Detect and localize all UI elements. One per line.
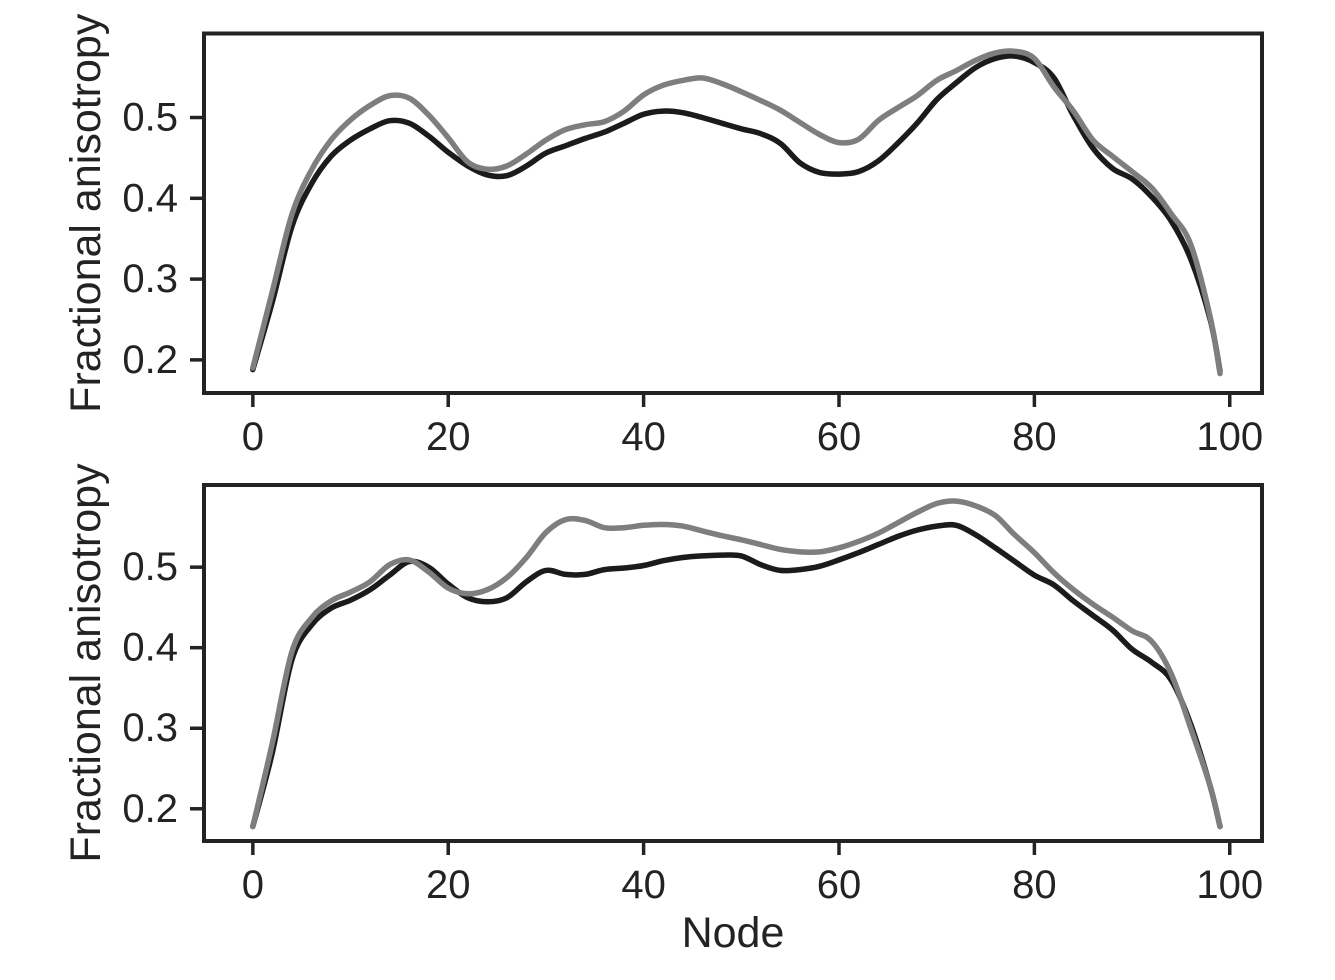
y-tick-label: 0.5 xyxy=(122,545,178,589)
axes-frame xyxy=(202,483,1264,843)
y-tick-label: 0.5 xyxy=(122,96,178,140)
top-panel: 0 20 40 60 80 100 0.2 0.3 0.4 0.5 Fractional aniso… xyxy=(62,13,1264,459)
y-tick-label: 0.2 xyxy=(122,338,178,382)
axes-frame xyxy=(202,31,1264,395)
bottom-panel: 0 20 40 60 80 100 0.2 0.3 0.4 0.5 Fractional aniso… xyxy=(62,463,1264,957)
x-tick-label: 60 xyxy=(817,863,862,907)
y-tick-label: 0.4 xyxy=(122,176,178,220)
x-tick-label: 0 xyxy=(242,863,264,907)
x-axis-label: Node xyxy=(682,909,785,957)
x-tick-label: 100 xyxy=(1196,415,1263,459)
y-tick-label: 0.2 xyxy=(122,787,178,831)
y-tick-label: 0.4 xyxy=(122,626,178,670)
y-tick-label: 0.3 xyxy=(122,257,178,301)
x-tick-label: 60 xyxy=(817,415,862,459)
bottom-black-line xyxy=(250,521,1223,830)
x-tick-label: 40 xyxy=(621,863,666,907)
x-tick-label: 40 xyxy=(621,415,666,459)
x-tick-label: 80 xyxy=(1012,415,1057,459)
bottom-gray-line xyxy=(250,498,1223,830)
y-tick-label: 0.3 xyxy=(122,706,178,750)
y-axis-label: Fractional anisotropy xyxy=(62,13,110,413)
x-tick-label: 20 xyxy=(426,863,471,907)
x-tick-label: 100 xyxy=(1196,863,1263,907)
x-tick-label: 20 xyxy=(426,415,471,459)
y-axis-label: Fractional anisotropy xyxy=(62,463,110,863)
x-tick-label: 0 xyxy=(242,415,264,459)
top-black-line xyxy=(250,53,1223,374)
x-tick-label: 80 xyxy=(1012,863,1057,907)
top-gray-line xyxy=(250,48,1223,377)
